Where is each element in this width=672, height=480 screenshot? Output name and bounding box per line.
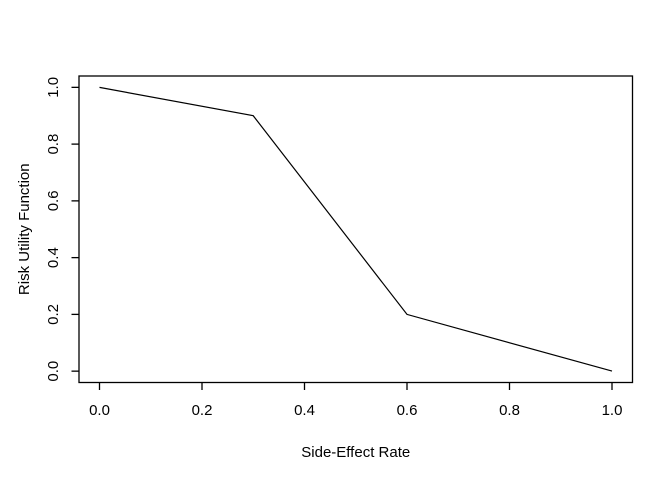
risk-utility-line: [99, 86, 613, 372]
data-series: [99, 86, 613, 372]
x-tick-label: 0.4: [294, 402, 315, 419]
x-tick-label: 0.6: [397, 402, 418, 419]
y-tick-label: 1.0: [45, 77, 62, 98]
y-axis-ticks: 0.0 0.2 0.4 0.6 0.8 1.0: [45, 77, 79, 382]
x-tick-label: 1.0: [602, 402, 623, 419]
y-tick-label: 0.2: [45, 304, 62, 325]
x-tick-label: 0.0: [89, 402, 110, 419]
x-axis-ticks: 0.0 0.2 0.4 0.6 0.8 1.0: [89, 382, 623, 419]
x-tick-label: 0.2: [192, 402, 213, 419]
plot-box: [78, 75, 634, 384]
plot-box-group: [78, 75, 634, 384]
y-tick-label: 0.6: [45, 190, 62, 211]
y-axis-title: Risk Utility Function: [16, 163, 33, 295]
x-tick-label: 0.8: [499, 402, 520, 419]
y-tick-label: 0.0: [45, 361, 62, 382]
y-tick-label: 0.8: [45, 134, 62, 155]
y-tick-label: 0.4: [45, 247, 62, 268]
x-axis-title: Side-Effect Rate: [301, 444, 410, 461]
